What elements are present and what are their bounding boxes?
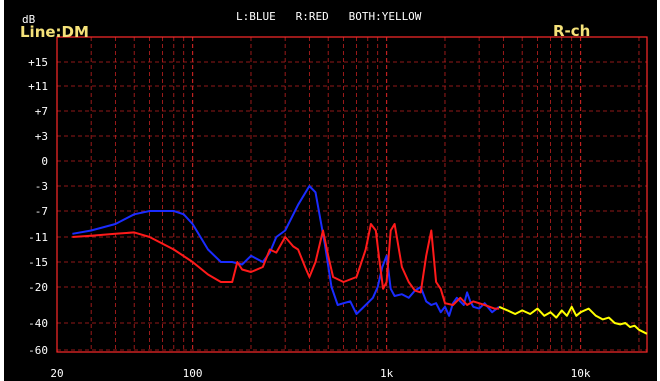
x-tick-label: 10k xyxy=(571,367,591,380)
y-tick-label: -11 xyxy=(28,231,48,244)
series-line-both xyxy=(498,305,648,335)
mode-label: Line:DM xyxy=(20,23,89,41)
grid-layer xyxy=(57,37,647,352)
y-tick-label: +11 xyxy=(28,80,48,93)
y-tick-label: +15 xyxy=(28,56,48,69)
y-tick-label: -7 xyxy=(35,205,48,218)
y-tick-label: -60 xyxy=(28,344,48,357)
series-line-r xyxy=(72,223,500,310)
analyzer-screen xyxy=(4,0,657,381)
x-tick-label: 20 xyxy=(50,367,63,380)
unit-label: dB xyxy=(22,13,36,26)
y-tick-label: 0 xyxy=(41,155,48,168)
channel-label: R-ch xyxy=(553,22,590,40)
x-tick-label: 1k xyxy=(380,367,394,380)
legend-text: L:BLUE R:RED BOTH:YELLOW xyxy=(236,10,422,23)
y-tick-label: -15 xyxy=(28,256,48,269)
y-tick-label: -40 xyxy=(28,317,48,330)
y-tick-label: +3 xyxy=(35,130,48,143)
y-tick-label: +7 xyxy=(35,105,48,118)
series-line-l xyxy=(72,185,500,317)
series-layer xyxy=(72,185,648,335)
y-tick-label: -3 xyxy=(35,180,48,193)
y-tick-label: -20 xyxy=(28,281,48,294)
x-tick-label: 100 xyxy=(183,367,203,380)
plot-frame xyxy=(56,36,648,353)
